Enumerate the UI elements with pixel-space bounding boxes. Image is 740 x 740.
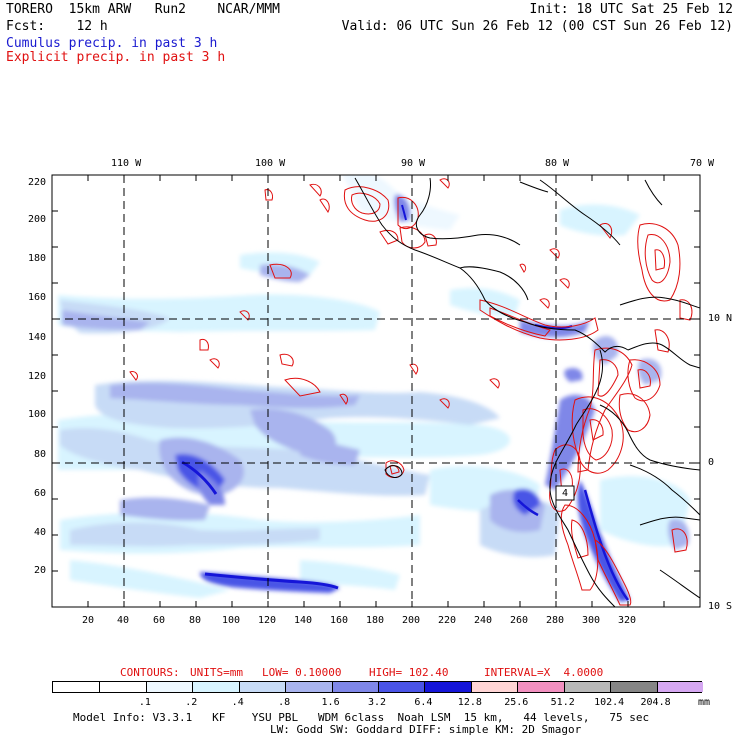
lon-label-100w: 100 W	[255, 158, 286, 169]
y-tick-label: 100	[27, 409, 46, 420]
colorbar-cell	[470, 682, 518, 692]
lat-label-10s: 10 S	[708, 601, 733, 612]
y-tick-label: 20	[33, 565, 46, 576]
x-tick-label: 180	[366, 615, 385, 626]
model-info-line: Model Info: V3.3.1 KF YSU PBL WDM 6class…	[73, 711, 650, 724]
colorbar-label: .2	[185, 697, 198, 708]
y-tick-label: 140	[27, 332, 46, 343]
colorbar-label: 204.8	[640, 697, 671, 708]
cumulus-legend-label: Cumulus precip. in past 3 h	[6, 36, 218, 51]
colorbar-label: .1	[138, 697, 151, 708]
colorbar-label: 51.2	[550, 697, 575, 708]
physics-info-line: LW: Godd SW: Goddard DIFF: simple KM: 2D…	[270, 723, 582, 736]
y-tick-label: 60	[33, 488, 46, 499]
contour-info-contours: CONTOURS:	[120, 666, 180, 679]
contour-info-units: UNITS=mm	[190, 666, 243, 679]
y-tick-label: 40	[33, 527, 46, 538]
axis-ticks	[51, 174, 701, 608]
y-tick-label: 220	[27, 177, 46, 188]
x-tick-label: 260	[510, 615, 529, 626]
colorbar	[52, 681, 703, 693]
colorbar-cell	[517, 682, 564, 692]
coastlines	[354, 177, 700, 607]
x-tick-label: 160	[330, 615, 349, 626]
init-time: Init: 18 UTC Sat 25 Feb 12	[529, 2, 734, 17]
graticule	[52, 175, 700, 607]
colorbar-label: 12.8	[457, 697, 482, 708]
x-tick-label: 120	[258, 615, 277, 626]
colorbar-label: 102.4	[594, 697, 625, 708]
highlight-box	[555, 485, 575, 501]
lon-label-110w: 110 W	[111, 158, 142, 169]
colorbar-cell	[285, 682, 332, 692]
x-tick-label: 60	[153, 615, 166, 626]
y-tick-label: 180	[27, 253, 46, 264]
colorbar-label: 25.6	[504, 697, 529, 708]
lon-label-90w: 90 W	[401, 158, 426, 169]
colorbar-label: 6.4	[414, 697, 433, 708]
colorbar-label: .4	[231, 697, 244, 708]
colorbar-label: 3.2	[367, 697, 387, 708]
x-tick-label: 20	[82, 615, 95, 626]
precip-shading	[58, 175, 700, 607]
model-title: TORERO 15km ARW Run2 NCAR/MMM	[6, 2, 280, 17]
x-tick-label: 280	[546, 615, 565, 626]
x-tick-label: 100	[222, 615, 241, 626]
y-tick-label: 120	[27, 371, 46, 382]
colorbar-cell	[331, 682, 378, 692]
colorbar-cell	[238, 682, 286, 692]
colorbar-cell	[656, 682, 703, 692]
y-tick-label: 80	[33, 449, 46, 460]
x-tick-label: 320	[618, 615, 637, 626]
colorbar-cell	[192, 682, 239, 692]
colorbar-cell	[99, 682, 146, 692]
explicit-legend-label: Explicit precip. in past 3 h	[6, 50, 226, 65]
x-tick-label: 300	[582, 615, 601, 626]
lat-label-10n: 10 N	[708, 313, 733, 324]
colorbar-cell	[563, 682, 611, 692]
contour-info-interval: INTERVAL=X 4.0000	[484, 666, 604, 679]
lon-label-70w: 70 W	[690, 158, 715, 169]
colorbar-cell	[610, 682, 657, 692]
x-tick-label: 240	[474, 615, 493, 626]
contour-info-low: LOW= 0.10000	[262, 666, 342, 679]
x-tick-label: 80	[189, 615, 202, 626]
x-tick-label: 200	[402, 615, 421, 626]
colorbar-cell	[145, 682, 193, 692]
highlight-marker-label: 4	[562, 488, 569, 499]
colorbar-units: mm	[698, 697, 711, 708]
colorbar-cell	[378, 682, 425, 692]
y-tick-label: 200	[27, 214, 46, 225]
contour-info-high: HIGH= 102.40	[369, 666, 449, 679]
x-tick-label: 140	[294, 615, 313, 626]
valid-time: Valid: 06 UTC Sun 26 Feb 12 (00 CST Sun …	[341, 19, 733, 34]
colorbar-label: .8	[278, 697, 291, 708]
colorbar-cell	[424, 682, 471, 692]
x-tick-label: 220	[438, 615, 457, 626]
lat-label-0: 0	[708, 457, 715, 468]
explicit-precip-contours	[129, 178, 693, 606]
forecast-hour: Fcst: 12 h	[6, 19, 108, 34]
x-tick-label: 40	[117, 615, 130, 626]
colorbar-label: 1.6	[321, 697, 340, 708]
y-tick-label: 160	[27, 292, 46, 303]
lon-label-80w: 80 W	[545, 158, 570, 169]
colorbar-cell	[53, 682, 100, 692]
